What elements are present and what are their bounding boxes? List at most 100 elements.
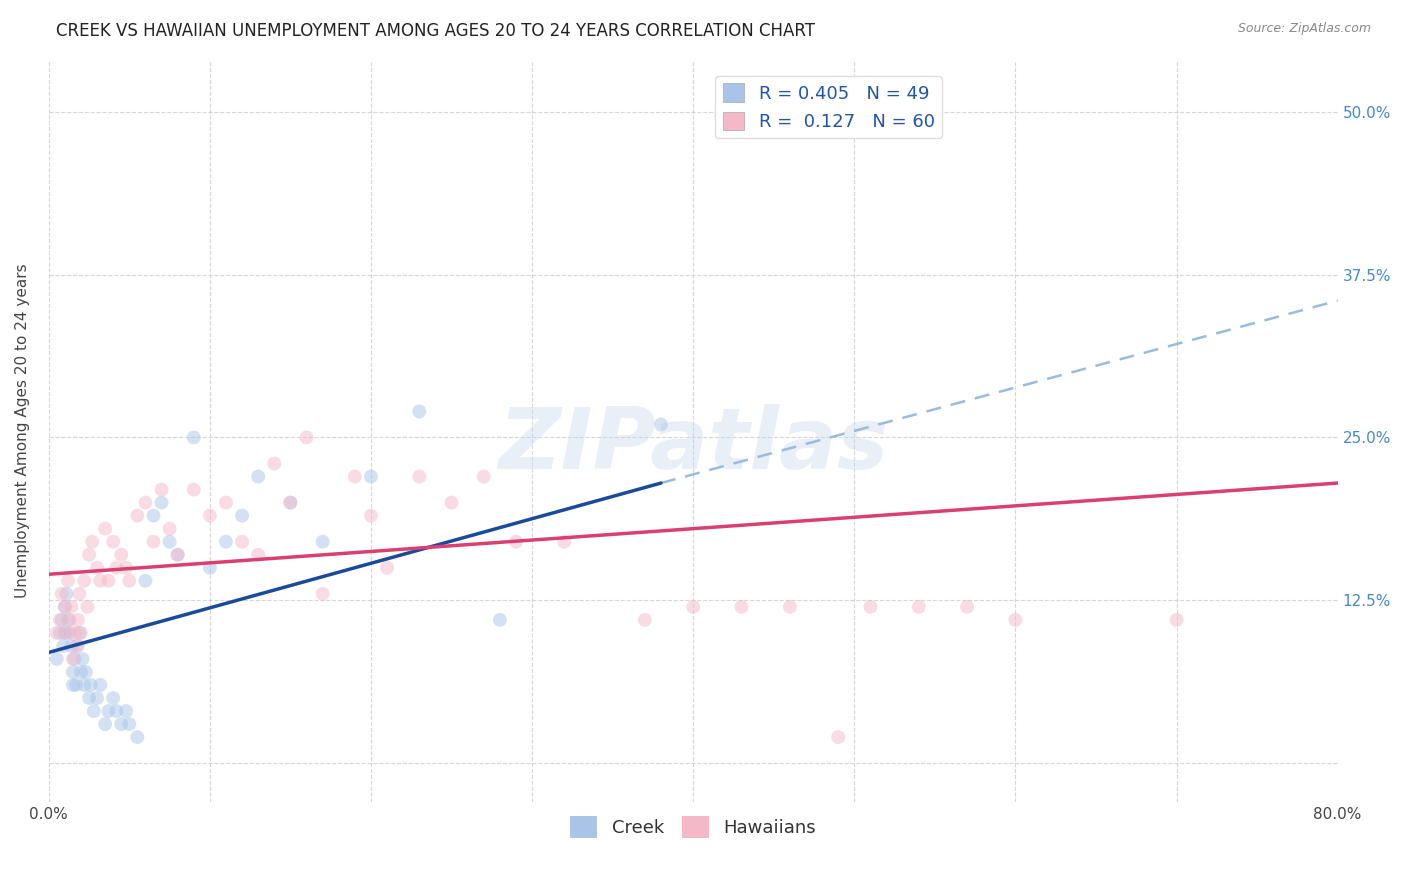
Point [55,587,77,601]
Point [94,717,117,731]
Point [59,626,82,640]
Point [142,534,165,549]
Point [472,469,495,483]
Point [67,626,90,640]
Point [311,534,333,549]
Point [53,626,76,640]
Point [408,404,430,418]
Point [105,704,128,718]
Point [83,704,105,718]
Point [198,508,221,523]
Point [134,574,156,588]
Point [127,730,149,744]
Point [115,560,138,574]
Point [59,613,82,627]
Point [75,665,97,679]
Text: ZIPatlas: ZIPatlas [498,404,889,487]
Point [51,587,73,601]
Point [97,704,120,718]
Point [103,691,125,706]
Point [60,639,83,653]
Point [89,678,111,692]
Point [70,626,93,640]
Point [49,626,72,640]
Point [634,613,657,627]
Point [198,560,221,574]
Point [280,495,302,509]
Point [505,534,527,549]
Point [82,534,104,549]
Point [150,495,173,509]
Point [73,678,96,692]
Point [77,548,100,562]
Point [65,678,87,692]
Point [105,560,128,574]
Point [247,469,270,483]
Point [97,574,120,588]
Point [231,508,253,523]
Point [159,522,181,536]
Point [86,691,108,706]
Point [89,574,111,588]
Point [51,613,73,627]
Point [62,652,84,666]
Point [94,522,117,536]
Text: Source: ZipAtlas.com: Source: ZipAtlas.com [1237,22,1371,36]
Point [166,548,188,562]
Point [72,652,94,666]
Point [86,560,108,574]
Point [79,678,101,692]
Point [650,417,672,432]
Point [56,613,79,627]
Point [183,483,205,497]
Point [70,665,93,679]
Point [118,717,141,731]
Point [280,495,302,509]
Point [375,560,398,574]
Point [295,430,318,444]
Point [55,626,77,640]
Point [553,534,575,549]
Point [682,599,704,614]
Point [63,652,86,666]
Point [110,717,132,731]
Point [60,599,83,614]
Point [956,599,979,614]
Point [45,626,67,640]
Point [66,639,89,653]
Point [53,599,76,614]
Point [115,704,138,718]
Text: CREEK VS HAWAIIAN UNEMPLOYMENT AMONG AGES 20 TO 24 YEARS CORRELATION CHART: CREEK VS HAWAIIAN UNEMPLOYMENT AMONG AGE… [56,22,815,40]
Point [489,613,512,627]
Point [360,508,382,523]
Point [66,613,89,627]
Point [166,548,188,562]
Point [360,469,382,483]
Point [77,691,100,706]
Point [76,599,98,614]
Point [159,534,181,549]
Point [183,430,205,444]
Point [343,469,366,483]
Point [63,626,86,640]
Point [215,534,238,549]
Point [142,508,165,523]
Point [859,599,882,614]
Point [65,639,87,653]
Legend: Creek, Hawaiians: Creek, Hawaiians [562,809,824,846]
Point [62,665,84,679]
Point [440,495,463,509]
Point [110,548,132,562]
Point [1004,613,1026,627]
Point [907,599,929,614]
Point [52,639,75,653]
Point [263,457,285,471]
Point [118,574,141,588]
Point [247,548,270,562]
Point [779,599,801,614]
Y-axis label: Unemployment Among Ages 20 to 24 years: Unemployment Among Ages 20 to 24 years [15,264,30,599]
Point [827,730,849,744]
Point [730,599,752,614]
Point [127,508,149,523]
Point [134,495,156,509]
